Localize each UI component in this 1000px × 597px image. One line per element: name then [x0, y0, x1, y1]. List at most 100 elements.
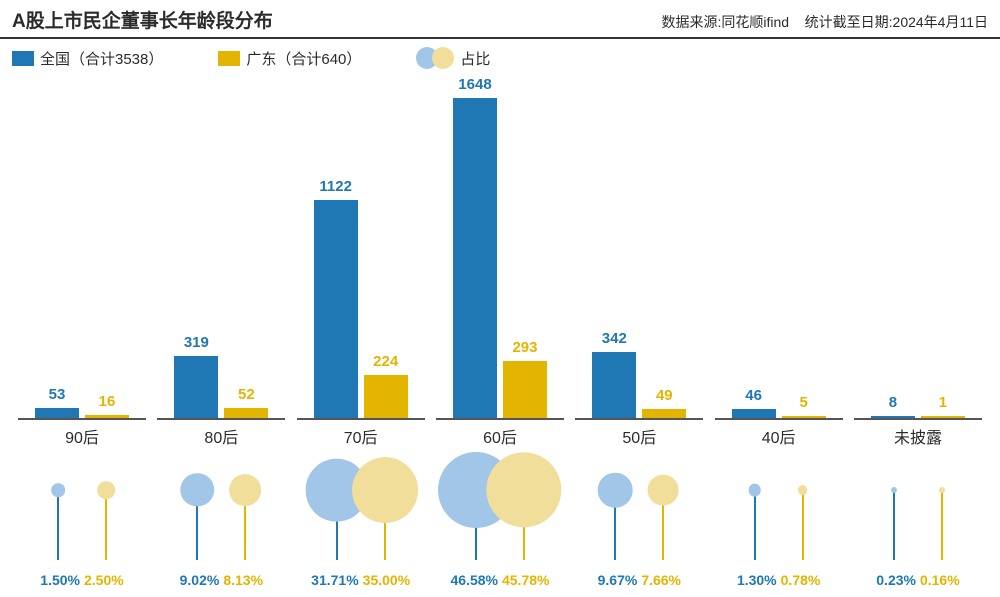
bar-national-value: 53	[49, 386, 66, 403]
meta-source: 同花顺ifind	[721, 14, 789, 30]
bubble-pair	[854, 450, 982, 590]
bar-guangdong: 16	[85, 415, 129, 418]
bar-guangdong-value: 16	[99, 393, 116, 410]
bubble-pair	[157, 450, 285, 590]
legend-guangdong-label: 广东（合计640）	[246, 48, 361, 69]
bars-group: 46 5	[715, 409, 843, 420]
meta-source-label: 数据来源:	[662, 14, 722, 30]
pct-labels: 46.58%45.78%	[436, 572, 564, 588]
bars-group: 53 16	[18, 408, 146, 420]
bubble-group: 31.71% 35.00%	[297, 450, 425, 590]
category-label: 70后	[297, 424, 425, 448]
bar-guangdong: 293	[503, 361, 547, 418]
pct-national: 9.67%	[598, 572, 638, 588]
bar-category: 81未披露	[854, 75, 982, 450]
legend-national: 全国（合计3538）	[12, 48, 163, 69]
category-label: 60后	[436, 424, 564, 448]
legend-ratio-label: 占比	[460, 48, 490, 69]
pct-labels: 9.67%7.66%	[575, 572, 703, 588]
chart-meta: 数据来源:同花顺ifind 统计截至日期:2024年4月11日	[662, 12, 989, 32]
pct-national: 0.23%	[876, 572, 916, 588]
pct-guangdong: 7.66%	[641, 572, 681, 588]
bubble-guangdong	[798, 485, 808, 495]
legend: 全国（合计3538） 广东（合计640） 占比	[0, 39, 1000, 69]
stick-national	[893, 490, 895, 560]
bar-national: 319	[174, 356, 218, 418]
bar-national: 8	[871, 416, 915, 418]
bubble-pair	[18, 450, 146, 590]
legend-guangdong-swatch	[218, 51, 240, 66]
legend-ratio: 占比	[416, 47, 490, 69]
bubble-group: 9.02%8.13%	[157, 450, 285, 590]
bar-guangdong: 49	[642, 409, 686, 419]
bar-guangdong: 224	[364, 375, 408, 418]
bar-chart-area: 531690后3195280后112222470后164829360后34249…	[18, 75, 982, 450]
pct-national: 1.50%	[40, 572, 80, 588]
bubble-guangdong	[939, 487, 945, 493]
pct-national: 46.58%	[451, 572, 498, 588]
bar-guangdong-value: 5	[799, 394, 807, 411]
pct-labels: 1.30%0.78%	[715, 572, 843, 588]
bar-national-value: 46	[745, 387, 762, 404]
bar-guangdong-value: 293	[512, 339, 537, 356]
bars-group: 1122224	[297, 200, 425, 420]
bar-category: 1122224 70后	[297, 75, 425, 450]
bubble-guangdong	[229, 474, 261, 506]
legend-circle-guangdong	[432, 47, 454, 69]
bars-group: 81	[854, 416, 982, 420]
bar-guangdong: 5	[782, 416, 826, 418]
bar-guangdong-value: 1	[939, 394, 947, 411]
category-label: 90后	[18, 424, 146, 448]
bar-guangdong-value: 224	[373, 353, 398, 370]
legend-guangdong: 广东（合计640）	[218, 48, 361, 69]
pct-guangdong: 2.50%	[84, 572, 124, 588]
meta-date-label: 统计截至日期:	[805, 14, 893, 30]
stick-guangdong	[802, 490, 804, 560]
pct-guangdong: 8.13%	[223, 572, 263, 588]
bubble-guangdong	[648, 475, 679, 506]
bar-category: 164829360后	[436, 75, 564, 450]
chart-title: A股上市民企董事长年龄段分布	[12, 6, 273, 33]
stick-guangdong	[941, 490, 943, 560]
meta-date: 2024年4月11日	[893, 14, 988, 30]
stick-guangdong	[105, 490, 107, 560]
bubble-group: 0.23%0.16%	[854, 450, 982, 590]
header: A股上市民企董事长年龄段分布 数据来源:同花顺ifind 统计截至日期:2024…	[0, 0, 1000, 39]
category-label: 50后	[575, 424, 703, 448]
pct-guangdong: 0.16%	[920, 572, 960, 588]
bubble-pair	[575, 450, 703, 590]
category-label: 40后	[715, 424, 843, 448]
legend-national-label: 全国（合计3538）	[40, 48, 163, 69]
bar-national-value: 8	[889, 394, 897, 411]
bar-category: 53 16 90后	[18, 75, 146, 450]
bar-national-value: 1648	[458, 76, 491, 93]
pct-national: 1.30%	[737, 572, 777, 588]
bubble-guangdong	[97, 481, 115, 499]
bar-national: 342	[592, 352, 636, 418]
bar-category: 319 52 80后	[157, 75, 285, 450]
category-label: 80后	[157, 424, 285, 448]
pct-national: 31.71%	[311, 572, 358, 588]
bar-national-value: 342	[602, 330, 627, 347]
bars-group: 1648293	[436, 98, 564, 420]
pct-guangdong: 0.78%	[781, 572, 821, 588]
stick-national	[57, 490, 59, 560]
bubble-pair	[436, 450, 564, 590]
bar-guangdong-value: 52	[238, 386, 255, 403]
bar-national: 53	[35, 408, 79, 418]
bar-national: 46	[732, 409, 776, 418]
category-label: 未披露	[854, 424, 982, 448]
legend-ratio-swatch	[416, 47, 454, 69]
bar-national-value: 319	[184, 334, 209, 351]
pct-guangdong: 45.78%	[502, 572, 549, 588]
bubble-national	[598, 473, 633, 508]
bubble-group: 1.50%2.50%	[18, 450, 146, 590]
pct-national: 9.02%	[180, 572, 220, 588]
pct-labels: 31.71% 35.00%	[297, 572, 425, 588]
legend-national-swatch	[12, 51, 34, 66]
pct-guangdong: 35.00%	[363, 572, 410, 588]
bar-guangdong-value: 49	[656, 387, 673, 404]
bar-category: 46 5 40后	[715, 75, 843, 450]
bubble-national	[748, 484, 761, 497]
bubble-guangdong	[486, 452, 561, 527]
